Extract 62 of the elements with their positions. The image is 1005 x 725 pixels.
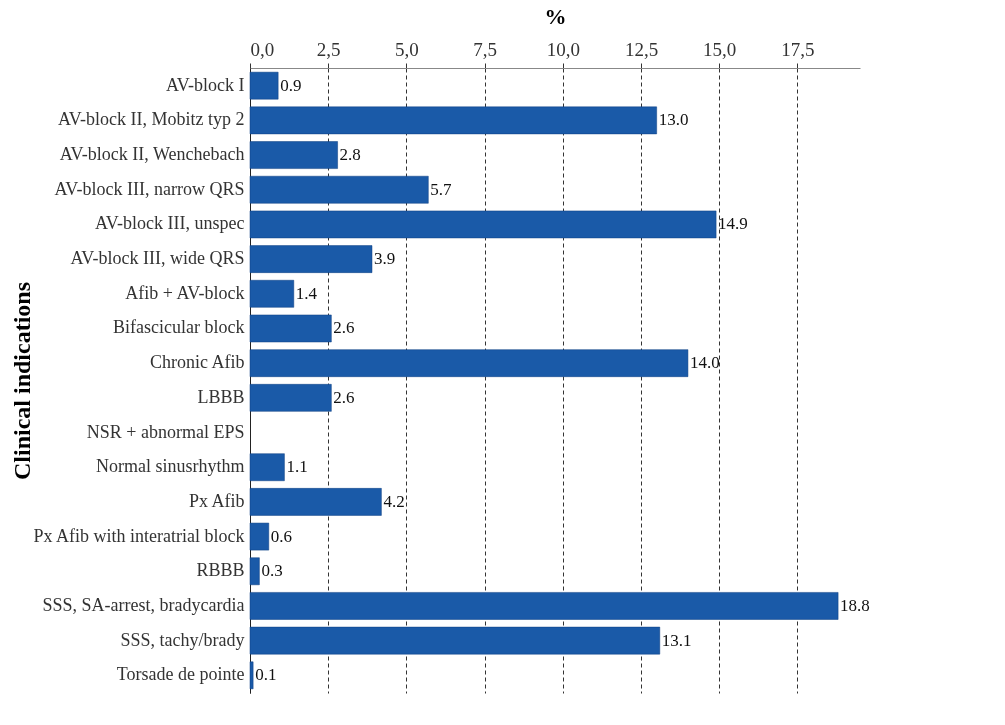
data-label: 0.3 xyxy=(261,561,283,581)
bar xyxy=(249,71,279,100)
data-label: 2.6 xyxy=(333,318,355,338)
y-tick-label: Torsade de pointe xyxy=(116,664,245,685)
y-tick-label: RBBB xyxy=(196,560,245,581)
bar xyxy=(249,280,295,308)
x-axis-title: % xyxy=(544,3,567,29)
bar xyxy=(249,349,689,377)
data-label: 0.1 xyxy=(255,665,277,685)
bar xyxy=(249,557,260,586)
y-tick-label: Bifascicular block xyxy=(113,317,245,338)
bar xyxy=(249,592,839,620)
data-label: 13.1 xyxy=(661,630,692,650)
data-label: 2.8 xyxy=(339,145,361,165)
x-tick-label: 2,5 xyxy=(316,38,341,60)
data-label: 14.9 xyxy=(718,214,748,234)
x-tick-label: 15,0 xyxy=(703,38,737,60)
y-tick-label: AV-block I xyxy=(165,74,245,95)
y-tick-label: Px Afib with interatrial block xyxy=(33,525,245,546)
data-label: 0.9 xyxy=(280,75,302,95)
bar xyxy=(249,314,332,343)
y-tick-label: AV-block II, Mobitz typ 2 xyxy=(58,109,245,130)
x-tick-label: 17,5 xyxy=(781,38,815,60)
y-axis-title: Clinical indications xyxy=(8,281,35,481)
bar xyxy=(249,488,382,516)
bar xyxy=(249,106,657,135)
x-tick-label: 10,0 xyxy=(546,38,580,60)
y-tick-label: NSR + abnormal EPS xyxy=(86,421,245,442)
data-label: 1.1 xyxy=(286,457,308,477)
x-tick-label: 7,5 xyxy=(473,38,497,60)
y-tick-label: Px Afib xyxy=(188,490,245,511)
y-tick-label: AV-block III, wide QRS xyxy=(70,248,245,269)
data-label: 2.6 xyxy=(333,387,355,407)
y-tick-label: Normal sinusrhythm xyxy=(96,456,245,477)
y-tick-label: Chronic Afib xyxy=(150,352,245,373)
x-tick-label: 0,0 xyxy=(250,38,275,60)
data-label: 4.2 xyxy=(383,491,405,511)
data-label: 18.8 xyxy=(840,595,870,615)
x-tick-label: 12,5 xyxy=(624,38,659,60)
bar xyxy=(249,210,717,239)
y-tick-label: Afib + AV-block xyxy=(125,282,245,303)
bar xyxy=(249,141,338,169)
data-label: 0.6 xyxy=(270,526,293,546)
bar xyxy=(249,175,429,204)
y-tick-label: SSS, SA-arrest, bradycardia xyxy=(42,594,245,615)
bar xyxy=(249,661,254,690)
bar xyxy=(249,384,332,412)
bar xyxy=(249,522,270,551)
y-tick-label: AV-block III, narrow QRS xyxy=(54,178,245,199)
data-label: 1.4 xyxy=(295,283,318,303)
bar xyxy=(249,626,661,655)
data-label: 5.7 xyxy=(430,179,453,199)
bar xyxy=(249,453,285,481)
data-label: 14.0 xyxy=(689,353,720,373)
data-label: 13.0 xyxy=(658,110,689,130)
data-label: 3.9 xyxy=(374,249,396,269)
bar xyxy=(249,245,373,273)
y-tick-label: SSS, tachy/brady xyxy=(120,629,245,650)
y-tick-label: AV-block II, Wenchebach xyxy=(59,144,245,165)
y-tick-label: LBBB xyxy=(197,386,245,407)
x-tick-label: 5,0 xyxy=(395,38,419,60)
y-tick-label: AV-block III, unspec xyxy=(95,213,245,234)
